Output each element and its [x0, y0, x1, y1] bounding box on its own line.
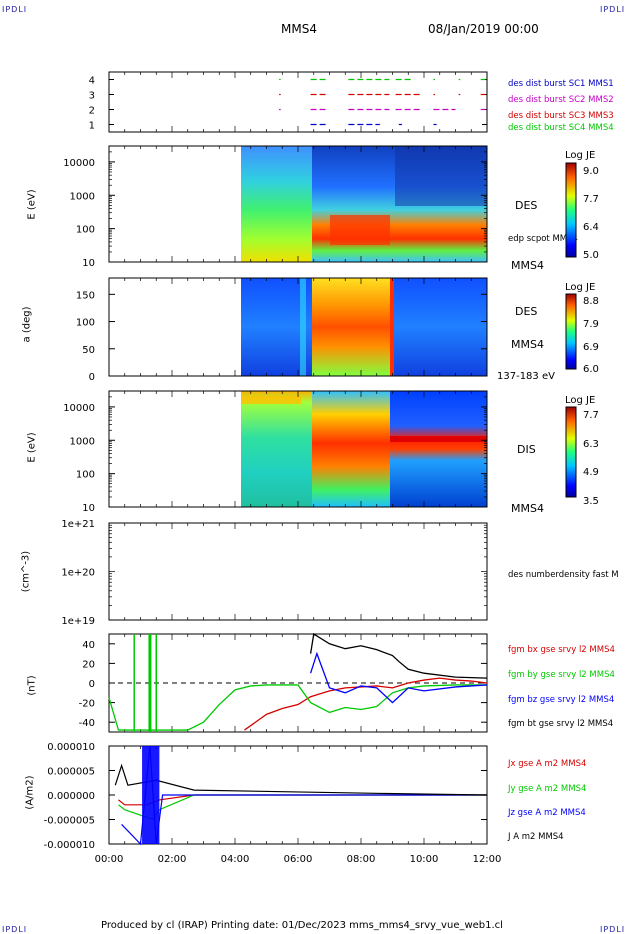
dis-energy-species: DIS: [517, 443, 536, 456]
des-energy-ytick-label: 1000: [70, 191, 95, 202]
cb1-tick: 5.0: [583, 250, 599, 261]
bfield-ytick-label: -20: [79, 699, 95, 710]
spacecraft-title: MMS4: [281, 22, 317, 36]
bfield-series-line: [108, 684, 487, 731]
des-pitch-ytick-label: 100: [76, 318, 95, 329]
des-pitch-ytick-label: 50: [82, 345, 95, 356]
des-energy-ytick-label: 100: [76, 225, 95, 236]
cb2-tick: 6.0: [583, 364, 599, 375]
time-tick-label: 00:00: [95, 854, 124, 865]
corner-tag-bottom-right: IPDLI: [600, 925, 626, 934]
des-energy-ytick-label: 10000: [63, 158, 95, 169]
des-pitch-species: DES: [515, 305, 538, 318]
time-tick-label: 12:00: [473, 854, 502, 865]
current-ytick-label: 0.000000: [47, 791, 95, 802]
density-ytick-label: 1e+21: [61, 519, 95, 530]
bfield-label-bz: fgm bz gse srvy l2 MMS4: [508, 695, 615, 705]
time-tick-label: 02:00: [158, 854, 187, 865]
current-series-line: [114, 763, 488, 796]
bfield-label-by: fgm by gse srvy l2 MMS4: [508, 670, 615, 680]
corner-tag-top-right: IPDLI: [600, 5, 626, 14]
time-tick-label: 04:00: [221, 854, 250, 865]
cb2-tick: 8.8: [583, 296, 599, 307]
current-ytick-label: -0.000010: [44, 840, 95, 851]
panel-frame-avail: [108, 71, 488, 133]
current-ytick-label: 0.000005: [47, 767, 95, 778]
cb1-tick: 9.0: [583, 166, 599, 177]
avail-label-mms2: des dist burst SC2 MMS2: [508, 95, 614, 105]
cb2-tick: 7.9: [583, 319, 599, 330]
dis-energy-ytick-label: 10000: [63, 403, 95, 414]
colorbar-des-pitch: [565, 293, 577, 370]
bfield-series-line: [309, 632, 488, 679]
cb3-tick: 6.3: [583, 439, 599, 450]
current-ytick-label: -0.000005: [44, 816, 95, 827]
avail-ytick-label: 4: [89, 76, 95, 87]
bfield-ytick-label: 20: [82, 659, 95, 670]
des-energy-sc-label: MMS4: [511, 259, 544, 272]
avail-label-mms3: des dist burst SC3 MMS3: [508, 111, 614, 121]
current-label-jz: Jz gse A m2 MMS4: [508, 808, 586, 818]
colorbar-des-energy: [565, 162, 577, 258]
avail-ytick-label: 3: [89, 91, 95, 102]
avail-ytick-label: 2: [89, 106, 95, 117]
current-jz-burst: [142, 746, 160, 844]
des-energy-scpot-label: edp scpot MMS4: [508, 234, 578, 244]
time-tick-label: 08:00: [347, 854, 376, 865]
des-energy-spectrogram: [241, 146, 487, 262]
cb3-title: Log JE: [565, 395, 596, 406]
cb2-tick: 6.9: [583, 342, 599, 353]
date-title: 08/Jan/2019 00:00: [428, 22, 539, 36]
des-pitch-ytick-label: 0: [89, 372, 95, 383]
bfield-label-bt: fgm bt gse srvy l2 MMS4: [508, 719, 614, 729]
cb3-tick: 7.7: [583, 410, 599, 421]
corner-tag-bottom-left: IPDLI: [2, 925, 28, 934]
colorbar-dis-energy: [565, 406, 577, 498]
avail-label-mms4: des dist burst SC4 MMS4: [508, 123, 614, 133]
bfield-ytick-label: 0: [89, 679, 95, 690]
des-energy-species: DES: [515, 199, 538, 212]
density-label: des numberdensity fast M: [508, 570, 619, 580]
cb3-tick: 4.9: [583, 467, 599, 478]
current-series-line: [118, 794, 487, 821]
density-ytick-label: 1e+20: [61, 568, 95, 579]
current-label-jt: J A m2 MMS4: [508, 832, 564, 842]
des-pitch-energy-range: 137-183 eV: [497, 371, 555, 382]
des-pitch-spectrogram: [241, 278, 487, 376]
cb1-tick: 6.4: [583, 222, 599, 233]
cb1-title: Log JE: [565, 150, 596, 161]
des-pitch-sc-label: MMS4: [511, 338, 544, 351]
bfield-ytick-label: 40: [82, 640, 95, 651]
bfield-label-bx: fgm bx gse srvy l2 MMS4: [508, 645, 615, 655]
dis-energy-ytick-label: 10: [82, 503, 95, 514]
corner-tag-top-left: IPDLI: [2, 5, 28, 14]
panel-frame-dens: [108, 522, 488, 621]
avail-ytick-label: 1: [89, 121, 95, 132]
des-energy-ytick-label: 10: [82, 258, 95, 269]
cb3-tick: 3.5: [583, 496, 599, 507]
dis-energy-ytick-label: 1000: [70, 436, 95, 447]
dis-energy-ytick-label: 100: [76, 470, 95, 481]
dis-energy-spectrogram: [241, 391, 487, 507]
footer-text: Produced by cl (IRAP) Printing date: 01/…: [101, 920, 503, 931]
time-tick-label: 10:00: [410, 854, 439, 865]
current-ytick-label: 0.000010: [47, 742, 95, 753]
bfield-ytick-label: -40: [79, 718, 95, 729]
current-label-jx: Jx gse A m2 MMS4: [508, 759, 587, 769]
des-pitch-ytick-label: 150: [76, 290, 95, 301]
cb2-title: Log JE: [565, 282, 596, 293]
time-tick-label: 06:00: [284, 854, 313, 865]
bfield-series-line: [309, 651, 488, 704]
avail-label-mms1: des dist burst SC1 MMS1: [508, 79, 614, 89]
dis-energy-sc-label: MMS4: [511, 502, 544, 515]
current-series-line: [121, 745, 487, 846]
cb1-tick: 7.7: [583, 194, 599, 205]
density-ytick-label: 1e+19: [61, 616, 95, 627]
current-label-jy: Jy gse A m2 MMS4: [508, 784, 587, 794]
